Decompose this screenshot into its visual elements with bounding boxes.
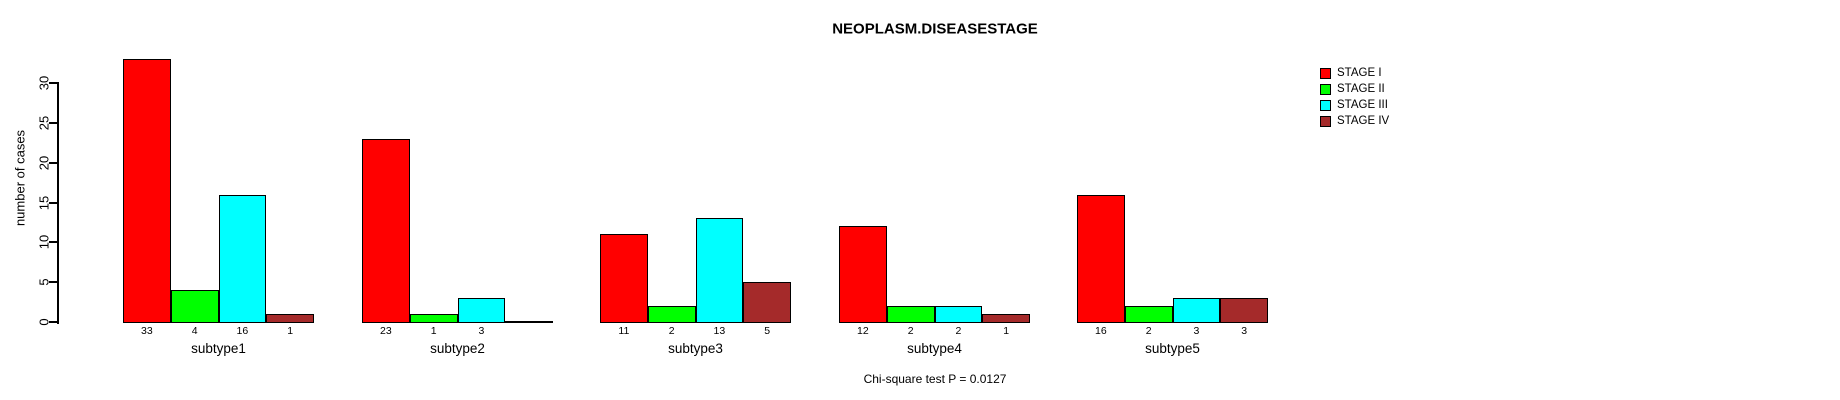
bar-subtype3-stage-iv xyxy=(743,282,791,323)
y-tick-label: 5 xyxy=(36,278,52,286)
bar-subtype5-stage-iii xyxy=(1173,298,1220,323)
bar-subtype2-stage-ii xyxy=(410,314,458,323)
y-tick-mark xyxy=(49,281,57,284)
bar-value-label: 3 xyxy=(1193,325,1200,337)
legend-item: STAGE III xyxy=(1320,97,1389,113)
bar-subtype1-stage-iii xyxy=(219,194,266,323)
bar-subtype4-stage-ii xyxy=(887,306,935,323)
bar-value-label: 16 xyxy=(1095,325,1107,337)
chart-title: NEOPLASM.DISEASESTAGE xyxy=(832,20,1038,38)
legend-swatch-icon xyxy=(1320,99,1331,111)
bar-value-label: 2 xyxy=(955,325,962,337)
y-tick-label: 10 xyxy=(36,235,52,250)
y-tick-mark xyxy=(49,82,57,84)
legend-label: STAGE I xyxy=(1337,67,1382,79)
bar-value-label: 4 xyxy=(191,325,198,337)
y-tick-mark xyxy=(49,321,57,323)
bar-subtype2-stage-iii xyxy=(458,298,505,323)
bar-value-label: 33 xyxy=(141,325,153,337)
bar-value-label: 11 xyxy=(618,325,630,337)
bar-subtype4-stage-iv xyxy=(982,314,1030,323)
legend: STAGE I STAGE II STAGE III STAGE IV xyxy=(1320,65,1389,129)
y-tick-label: 30 xyxy=(36,75,52,91)
bar-subtype4-stage-i xyxy=(839,226,887,323)
bar-value-label: 12 xyxy=(857,325,869,337)
bar-value-label: 1 xyxy=(287,325,294,337)
bar-subtype2-stage-i xyxy=(362,138,410,323)
bar-value-label: 1 xyxy=(1003,325,1010,337)
legend-label: STAGE III xyxy=(1337,99,1388,111)
legend-item: STAGE I xyxy=(1320,65,1389,81)
y-tick-mark xyxy=(49,161,57,164)
bar-value-label: 3 xyxy=(1241,325,1248,337)
bar-subtype5-stage-i xyxy=(1077,194,1125,323)
bar-value-label: 3 xyxy=(478,325,485,337)
y-tick-mark xyxy=(49,241,57,244)
y-tick-label: 25 xyxy=(36,115,52,131)
bar-subtype5-stage-ii xyxy=(1125,306,1173,323)
legend-swatch-icon xyxy=(1320,67,1331,79)
bar-value-label: 2 xyxy=(668,325,675,337)
y-tick-mark xyxy=(49,121,57,124)
bar-value-label: 16 xyxy=(236,325,249,337)
category-label-subtype2: subtype2 xyxy=(430,341,485,356)
bar-value-label: 1 xyxy=(430,325,437,337)
y-axis-title: number of cases xyxy=(12,129,28,227)
y-axis-line xyxy=(57,82,59,324)
bar-subtype4-stage-iii xyxy=(935,306,982,323)
legend-label: STAGE II xyxy=(1337,83,1385,95)
chi-square-annotation: Chi-square test P = 0.0127 xyxy=(863,372,1007,386)
legend-label: STAGE IV xyxy=(1337,115,1390,127)
y-tick-label: 0 xyxy=(36,318,52,326)
category-label-subtype4: subtype4 xyxy=(907,341,962,356)
legend-swatch-icon xyxy=(1320,83,1331,95)
y-tick-label: 20 xyxy=(36,155,52,170)
bar-subtype3-stage-iii xyxy=(696,218,743,323)
bar-value-label: 13 xyxy=(713,325,726,337)
bar-subtype3-stage-i xyxy=(600,234,648,323)
legend-item: STAGE II xyxy=(1320,81,1389,97)
legend-swatch-icon xyxy=(1320,115,1331,127)
bar-value-label: 5 xyxy=(764,325,771,337)
bar-subtype3-stage-ii xyxy=(648,306,696,323)
bar-value-label: 23 xyxy=(380,325,392,337)
bar-value-label: 2 xyxy=(1145,325,1152,337)
bar-value-label: 2 xyxy=(907,325,914,337)
bar-subtype5-stage-iv xyxy=(1220,298,1268,323)
bar-subtype1-stage-iv xyxy=(266,314,314,323)
legend-item: STAGE IV xyxy=(1320,113,1389,129)
bar-subtype1-stage-ii xyxy=(171,290,219,323)
bar-subtype1-stage-i xyxy=(123,59,171,323)
category-label-subtype5: subtype5 xyxy=(1145,341,1200,356)
y-tick-label: 15 xyxy=(36,195,52,210)
category-label-subtype1: subtype1 xyxy=(191,341,246,356)
y-tick-mark xyxy=(49,201,57,204)
category-label-subtype3: subtype3 xyxy=(668,341,723,356)
